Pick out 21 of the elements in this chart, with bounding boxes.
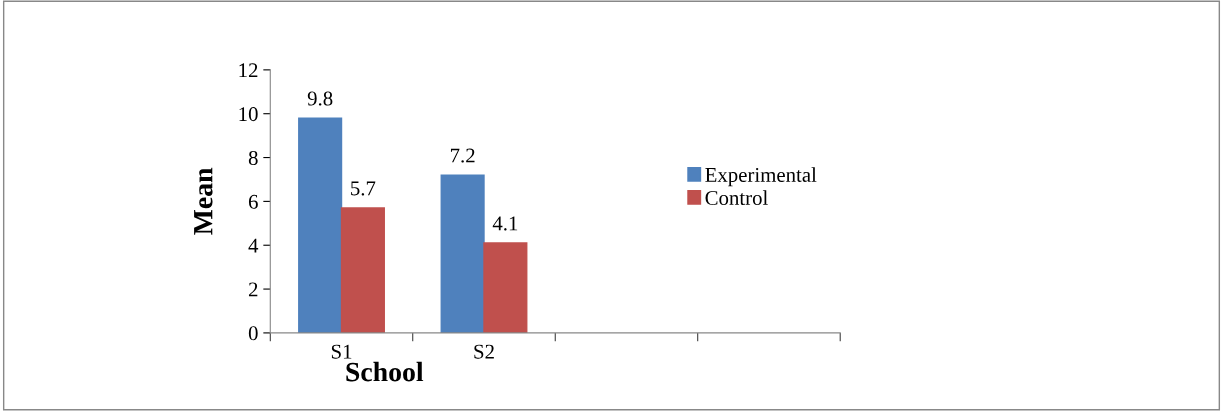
data-label: 9.8 xyxy=(307,91,333,106)
data-label: 7.2 xyxy=(450,148,475,163)
bar xyxy=(440,174,485,333)
data-label: 4.1 xyxy=(492,216,518,231)
data-label: 5.7 xyxy=(351,181,376,196)
y-tick-label: 6 xyxy=(248,194,258,209)
bar xyxy=(483,242,528,333)
bar xyxy=(298,117,343,333)
y-tick-label: 2 xyxy=(248,282,258,297)
y-tick-label: 12 xyxy=(239,63,258,78)
legend-label: Experimental xyxy=(705,167,817,187)
y-tick-label: 4 xyxy=(248,238,259,253)
bar xyxy=(340,207,385,333)
y-axis-title: Mean xyxy=(194,167,213,235)
x-axis-title: School xyxy=(346,361,424,382)
y-tick-label: 8 xyxy=(248,150,258,165)
y-tick-label: 0 xyxy=(248,326,258,341)
x-tick-label: S1 xyxy=(331,344,352,359)
y-tick-label: 10 xyxy=(239,107,258,122)
legend-label: Control xyxy=(705,190,768,205)
x-tick-label: S2 xyxy=(474,344,494,359)
